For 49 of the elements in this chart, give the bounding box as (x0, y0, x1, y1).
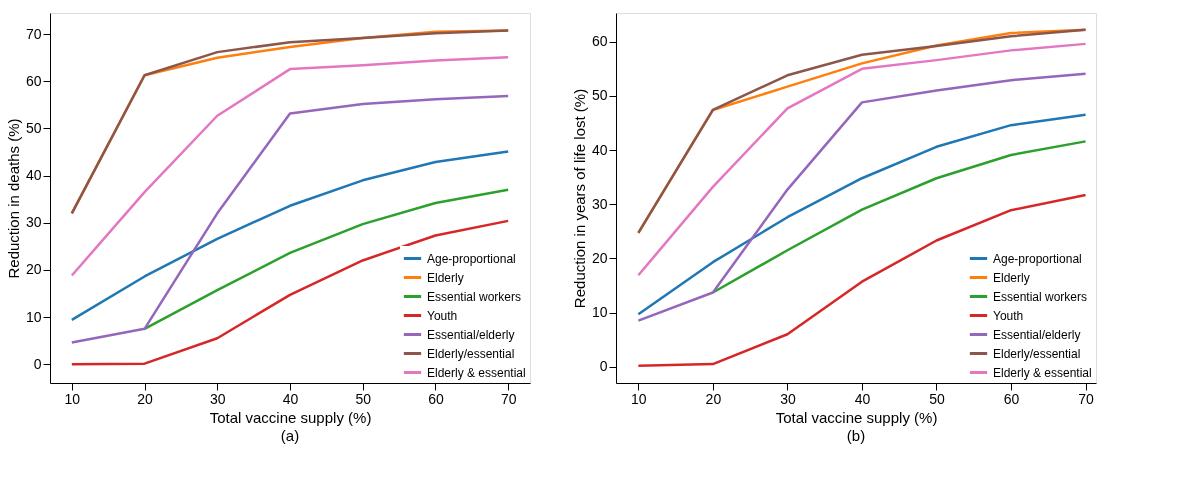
y-axis-title: Reduction in years of life lost (%) (570, 88, 588, 309)
y-tick-label: 20 (25, 261, 42, 278)
legend-label: Elderly/essential (427, 346, 515, 361)
legend-label: Youth (993, 308, 1024, 323)
y-tick-label: 10 (25, 308, 42, 325)
x-tick-label: 50 (929, 390, 945, 407)
y-tick-label: 40 (25, 167, 42, 184)
x-axis-title: Total vaccine supply (%) (209, 408, 372, 426)
legend-label: Essential/elderly (427, 327, 515, 342)
y-tick-label: 30 (591, 195, 608, 212)
y-tick-label: 20 (591, 249, 608, 266)
legend-label: Youth (427, 308, 458, 323)
y-tick-label: 0 (33, 355, 42, 372)
legend-label: Essential workers (427, 289, 522, 304)
legend-label: Age-proportional (993, 251, 1082, 266)
y-axis-title: Reduction in deaths (%) (4, 118, 22, 279)
x-tick-label: 70 (500, 390, 517, 407)
y-tick-label: 70 (25, 25, 42, 42)
x-tick-label: 20 (705, 390, 722, 407)
text: (a) (280, 427, 300, 444)
y-tick-label: 50 (25, 119, 42, 136)
text: (b) (846, 427, 866, 444)
legend-label: Essential/elderly (993, 327, 1081, 342)
x-axis-title: Total vaccine supply (%) (775, 408, 938, 426)
x-tick-label: 40 (282, 390, 299, 407)
x-tick-label: 50 (355, 390, 372, 407)
legend-label: Age-proportional (427, 251, 516, 266)
x-tick-label: 10 (631, 390, 647, 407)
x-tick-label: 60 (428, 390, 444, 407)
y-tick-label: 60 (25, 72, 42, 89)
x-tick-label: 10 (64, 390, 81, 407)
y-tick-label: 40 (591, 141, 608, 158)
x-tick-label: 30 (780, 390, 796, 407)
y-tick-label: 60 (591, 33, 608, 50)
y-tick-label: 0 (599, 358, 608, 375)
legend-label: Essential workers (993, 289, 1088, 304)
x-tick-label: 30 (209, 390, 226, 407)
legend-label: Elderly & essential (993, 365, 1092, 380)
y-tick-label: 30 (25, 214, 42, 231)
x-tick-label: 40 (854, 390, 871, 407)
legend-label: Elderly/essential (993, 346, 1081, 361)
y-tick-label: 10 (591, 304, 608, 321)
y-tick-label: 50 (591, 87, 608, 104)
legend-label: Elderly (427, 270, 464, 285)
x-tick-label: 20 (137, 390, 154, 407)
x-tick-label: 70 (1078, 390, 1095, 407)
legend-label: Elderly (993, 270, 1030, 285)
x-tick-label: 60 (1003, 390, 1020, 407)
legend-label: Elderly & essential (427, 365, 526, 380)
